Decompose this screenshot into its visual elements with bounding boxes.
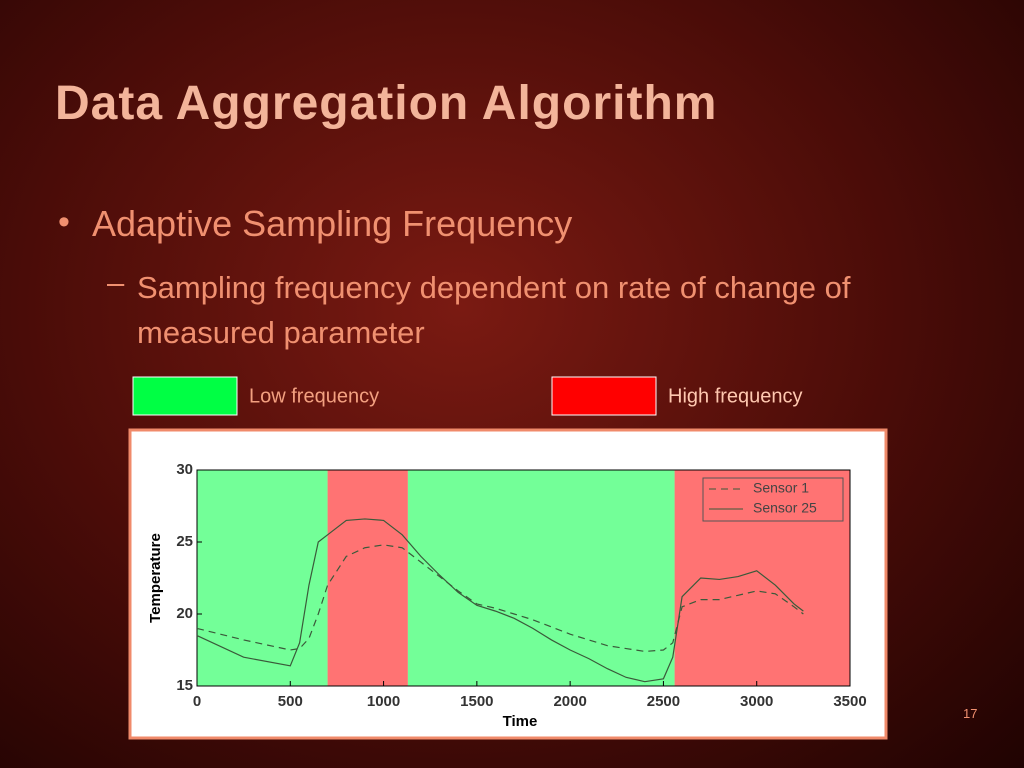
y-tick-label: 20 xyxy=(176,605,193,622)
legend-swatch xyxy=(551,376,657,416)
series-line xyxy=(196,518,804,683)
x-tick-label: 0 xyxy=(193,693,201,710)
frequency-band xyxy=(197,470,328,686)
x-tick-label: 1500 xyxy=(460,693,493,710)
legend-label: Low frequency xyxy=(249,385,379,407)
legend-label: High frequency xyxy=(668,385,803,407)
slide-title: Data Aggregation Algorithm xyxy=(55,77,718,130)
legend-entry: Sensor 25 xyxy=(753,500,817,516)
sub-bullet-marker: – xyxy=(107,265,125,300)
plot-area xyxy=(196,469,851,687)
series-line xyxy=(196,544,804,653)
x-tick-label: 2500 xyxy=(647,693,680,710)
x-tick-label: 3000 xyxy=(740,693,773,710)
sub-bullet-text: Sampling frequency dependent on rate of … xyxy=(137,270,851,350)
bullet-text: Adaptive Sampling Frequency xyxy=(92,203,573,244)
y-tick-label: 25 xyxy=(176,533,193,550)
frequency-band xyxy=(327,470,408,686)
legend-swatch xyxy=(132,376,238,416)
x-tick-label: 1000 xyxy=(367,693,400,710)
bullet-marker: • xyxy=(58,203,70,241)
x-tick-label: 2000 xyxy=(553,693,586,710)
frequency-band xyxy=(407,470,675,686)
y-axis-label: Temperature xyxy=(147,533,164,623)
x-tick-label: 3500 xyxy=(833,693,866,710)
y-tick-label: 15 xyxy=(176,677,193,694)
x-tick-label: 500 xyxy=(278,693,303,710)
x-axis-label: Time xyxy=(503,713,538,730)
legend-box xyxy=(702,477,844,522)
y-tick-label: 30 xyxy=(176,461,193,478)
legend-entry: Sensor 1 xyxy=(753,480,809,496)
page-number: 17 xyxy=(963,706,978,721)
